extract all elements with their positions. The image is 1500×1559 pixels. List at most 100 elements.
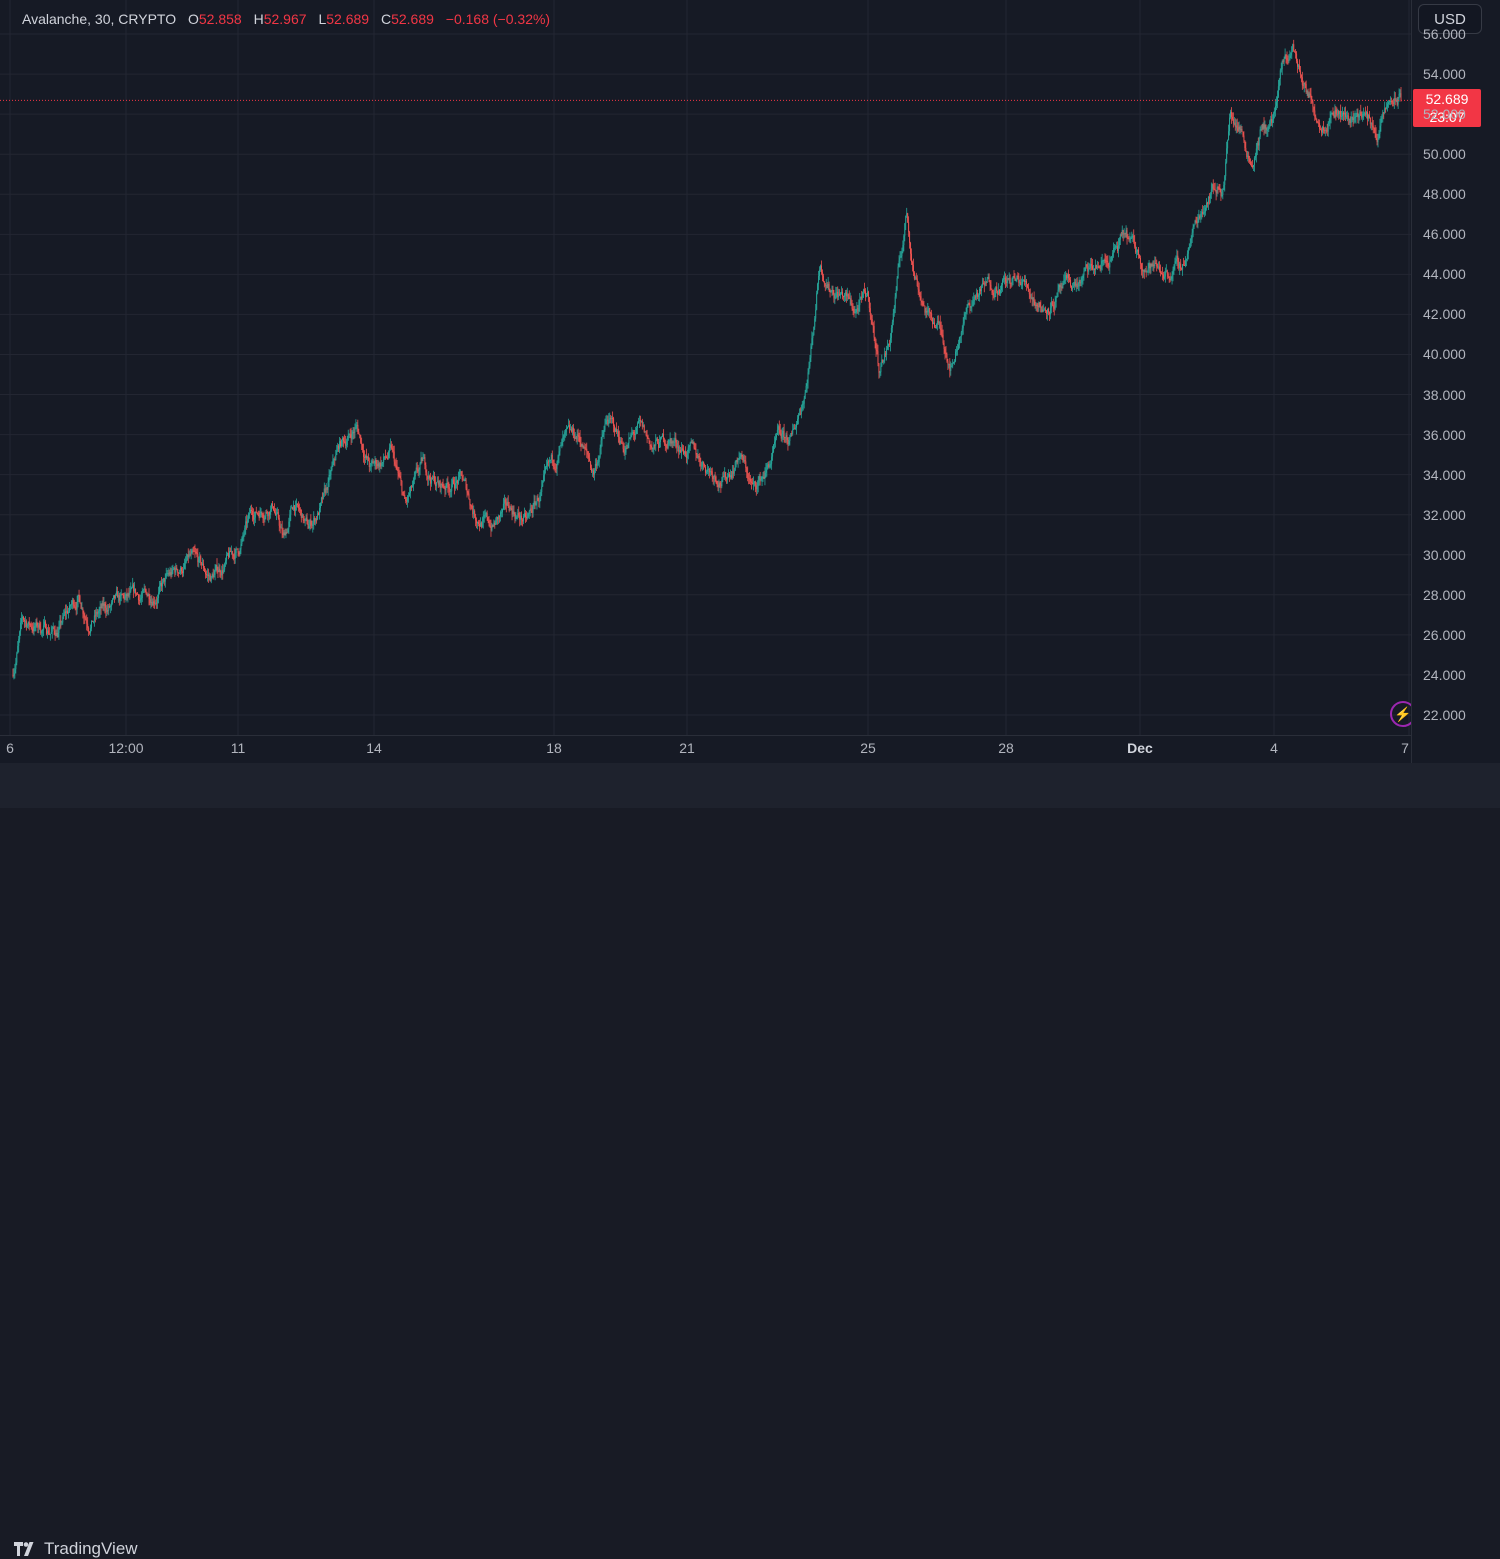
candle-body: [1321, 126, 1323, 133]
candle-body: [1272, 119, 1274, 123]
candle-body: [618, 437, 620, 444]
candle-body: [765, 469, 767, 473]
candle-body: [1255, 148, 1257, 156]
candle-body: [1017, 275, 1019, 277]
candle-body: [421, 457, 423, 461]
candle-body: [1169, 279, 1171, 281]
candle-body: [1144, 270, 1146, 272]
candle-body: [1151, 263, 1153, 267]
candle-body: [826, 285, 828, 289]
candle-body: [549, 460, 551, 462]
candle-body: [1312, 101, 1314, 107]
candle-body: [560, 445, 562, 447]
candle-body: [635, 433, 637, 435]
candle-body: [1254, 155, 1256, 158]
candle-body: [782, 430, 784, 435]
candle-body: [809, 357, 811, 367]
candle-body: [1074, 282, 1076, 286]
candle-body: [895, 289, 897, 297]
candle-body: [1120, 234, 1122, 236]
candle-body: [1033, 297, 1035, 302]
price-tick-label: 34.000: [1423, 466, 1466, 483]
candle-body: [951, 365, 953, 367]
candle-body: [179, 572, 181, 574]
candle-body: [938, 322, 940, 324]
candle-body: [1273, 113, 1275, 120]
candle-body: [662, 433, 664, 440]
candle-body: [730, 475, 732, 478]
candle-body: [323, 488, 325, 493]
candle-body: [719, 483, 721, 485]
candle-body: [1081, 278, 1083, 283]
candle-body: [313, 517, 315, 524]
candle-body: [271, 503, 273, 511]
candle-body: [15, 662, 17, 670]
candle-body: [368, 461, 370, 468]
candle-body: [436, 481, 438, 483]
candle-body: [1193, 224, 1195, 227]
candle-body: [755, 485, 757, 490]
candle-body: [941, 329, 943, 335]
candle-body: [579, 436, 581, 443]
candle-body: [1011, 278, 1013, 284]
candle-body: [1270, 118, 1272, 122]
candle-body: [320, 497, 322, 503]
candle-body: [334, 459, 336, 461]
candle-body: [640, 420, 642, 422]
candle-body: [1305, 83, 1307, 93]
candle-body: [115, 591, 117, 595]
candle-body: [699, 457, 701, 463]
candle-body: [133, 584, 135, 592]
candle-body: [646, 435, 648, 437]
candle-body: [515, 517, 517, 519]
candle-body: [378, 463, 380, 467]
candle-body: [1071, 287, 1073, 290]
candle-body: [753, 481, 755, 483]
candle-body: [720, 484, 722, 487]
candle-body: [402, 491, 404, 495]
candle-body: [939, 322, 941, 329]
candle-body: [85, 618, 87, 621]
tradingview-logo[interactable]: TradingView: [14, 1539, 138, 1559]
candle-body: [688, 445, 690, 448]
candle-body: [1111, 256, 1113, 260]
candle-body: [456, 480, 458, 484]
candle-body: [1343, 112, 1345, 115]
candle-body: [432, 476, 434, 479]
time-axis[interactable]: [0, 735, 1411, 763]
time-tick-label: Dec: [1127, 740, 1153, 756]
candle-body: [98, 611, 100, 614]
candle-body: [255, 511, 257, 513]
candle-body: [27, 621, 29, 627]
candle-body: [344, 441, 346, 446]
candle-body: [150, 602, 152, 604]
candle-body: [544, 470, 546, 476]
candle-body: [571, 427, 573, 432]
candle-body: [641, 420, 643, 427]
candle-body: [935, 324, 937, 329]
candle-body: [1212, 184, 1214, 189]
candle-body: [803, 398, 805, 404]
candle-body: [482, 517, 484, 522]
candle-body: [1363, 113, 1365, 115]
symbol-label[interactable]: Avalanche, 30, CRYPTO: [22, 11, 177, 27]
candle-body: [1389, 101, 1391, 103]
candle-body: [36, 621, 38, 626]
candle-body: [394, 461, 396, 465]
candle-body: [340, 441, 342, 447]
candle-body: [519, 515, 521, 520]
currency-button[interactable]: USD: [1418, 4, 1482, 34]
candle-body: [550, 454, 552, 461]
candle-body: [185, 560, 187, 562]
candle-body: [533, 501, 535, 507]
chart-area[interactable]: Avalanche, 30, CRYPTO O52.858 H52.967 L5…: [0, 0, 1416, 735]
candle-body: [291, 507, 293, 509]
price-axis[interactable]: [1411, 0, 1500, 763]
time-tick-label: 25: [860, 740, 876, 756]
candlestick-chart[interactable]: [0, 0, 1411, 735]
candle-body: [170, 572, 172, 575]
candle-body: [28, 621, 30, 625]
candle-body: [1289, 55, 1291, 61]
candle-body: [799, 413, 801, 415]
candle-body: [345, 445, 347, 447]
